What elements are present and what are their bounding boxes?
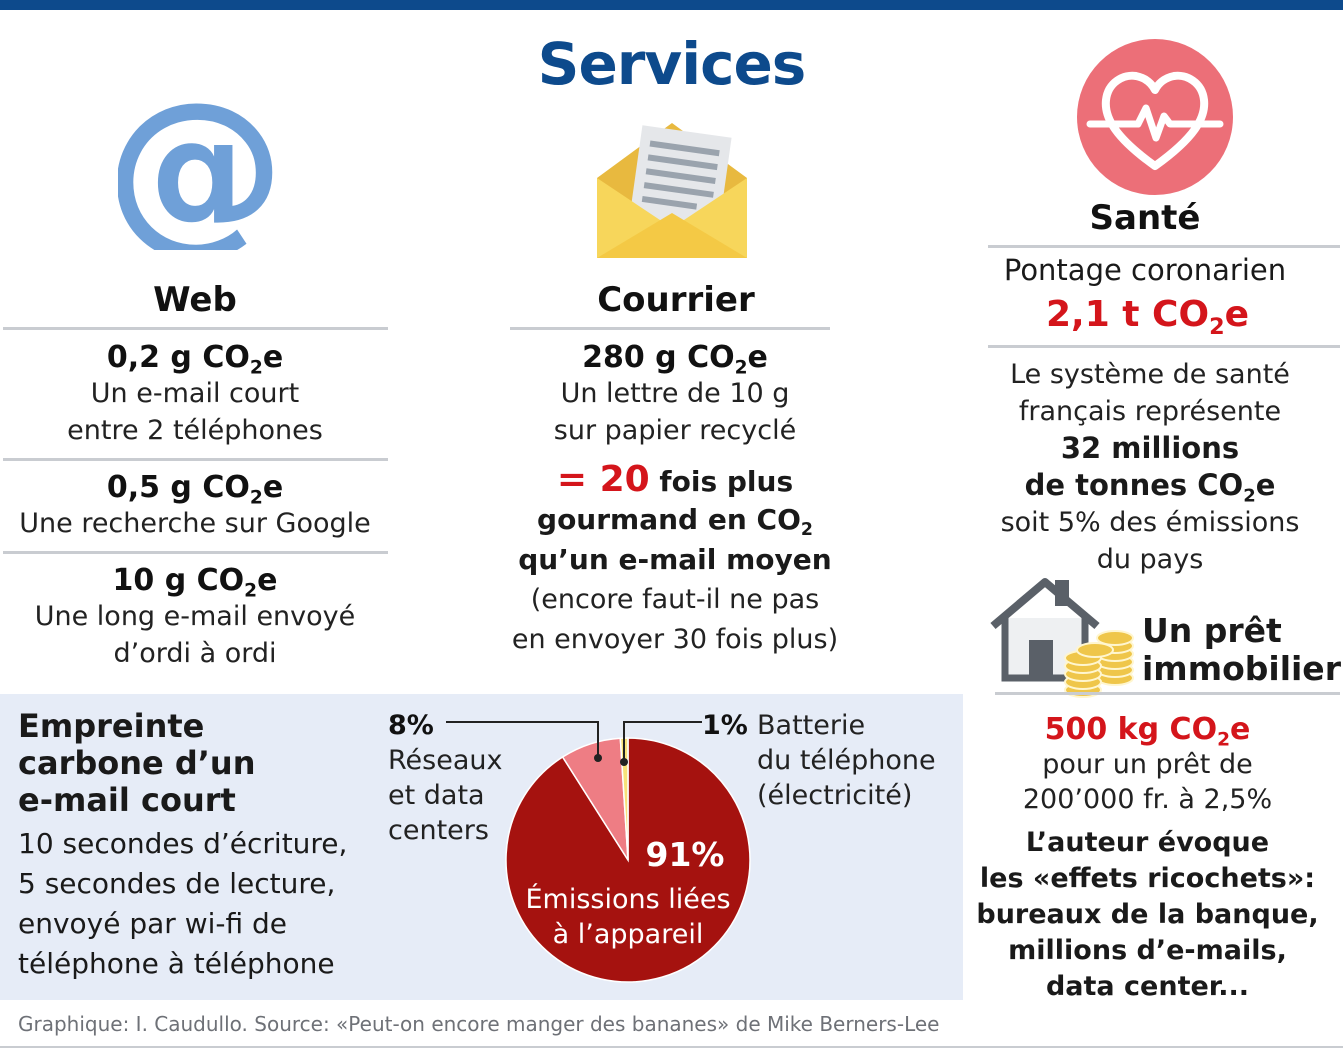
pret-bold-5: data center...	[1045, 971, 1250, 1002]
divider	[3, 458, 388, 461]
top-bar	[0, 0, 1343, 10]
pie-chart: 8% Réseaux et data centers 1% Batterie d…	[388, 710, 936, 983]
pret-line-1: pour un prêt de	[1042, 749, 1253, 780]
divider	[995, 692, 1340, 695]
at-sign-icon: @	[118, 95, 273, 250]
pie-label-battery-line-3: (électricité)	[757, 780, 912, 811]
courrier-line-2: sur papier recyclé	[553, 415, 797, 446]
divider	[3, 551, 388, 554]
web-item-3-line-1: Une long e-mail envoyé	[34, 601, 356, 632]
sante-block: Le système de santé français représente …	[975, 356, 1325, 578]
web-item-3: 10 g CO2e Une long e-mail envoyé d’ordi …	[0, 563, 390, 672]
pie-label-device-line-2: à l’appareil	[553, 919, 704, 950]
page-title: Services	[537, 30, 807, 98]
pret-bold-3: bureaux de la banque,	[976, 899, 1319, 930]
sante-heading: Santé	[1089, 198, 1201, 238]
pret-heading-line-2: immobilier	[1142, 649, 1341, 688]
empreinte-heading-1: Empreinte	[18, 707, 205, 745]
pie-label-network-line-1: Réseaux	[388, 745, 502, 776]
svg-text:@: @	[118, 95, 273, 250]
empreinte-line-3: envoyé par wi-fi de	[18, 907, 288, 940]
sante-line-1: Le système de santé	[1010, 359, 1290, 390]
pie-label-battery-percent: 1%	[702, 710, 748, 741]
pret-line-2: 200’000 fr. à 2,5%	[1022, 784, 1273, 815]
courrier-block: 280 g CO2e Un lettre de 10 g sur papier …	[480, 340, 870, 660]
house-coins-icon	[990, 578, 1134, 698]
courrier-bold-2: gourmand en CO2	[537, 503, 813, 541]
divider	[988, 345, 1340, 348]
pie-label-device-line-1: Émissions liées	[525, 883, 730, 915]
pie-leader-line-battery	[623, 721, 702, 762]
courrier-compare-number: = 20	[556, 459, 650, 500]
pret-value: 500 kg CO2e	[1044, 712, 1251, 751]
sante-bold-1: 32 millions	[1060, 431, 1240, 465]
courrier-heading: Courrier	[597, 280, 755, 320]
pie-label-network-percent: 8%	[388, 710, 434, 741]
divider	[988, 245, 1340, 248]
web-item-2-value: 0,5 g CO2e	[106, 470, 284, 509]
pie-label-battery-line-2: du téléphone	[757, 745, 936, 776]
sante-line-4: du pays	[1096, 544, 1204, 575]
empreinte-line-4: téléphone à téléphone	[18, 947, 335, 980]
courrier-bold-3: qu’un e-mail moyen	[518, 543, 832, 576]
courrier-compare: = 20 fois plus	[480, 459, 870, 500]
web-item-1-line-2: entre 2 téléphones	[67, 415, 323, 446]
pie-label-device-percent: 91%	[646, 835, 725, 874]
pie-label-network-line-3: centers	[388, 815, 489, 846]
courrier-line-1: Un lettre de 10 g	[560, 378, 790, 409]
sante-value: 2,1 t CO2e	[1045, 294, 1250, 340]
web-item-3-line-2: d’ordi à ordi	[113, 638, 277, 669]
web-item-1-line-1: Un e-mail court	[90, 378, 300, 409]
pret-bold-1: L’auteur évoque	[1025, 827, 1270, 858]
sante-line-2: français représente	[1018, 396, 1282, 427]
sante-bold-2: de tonnes CO2e	[1024, 468, 1276, 507]
heart-pulse-icon	[1077, 39, 1233, 195]
pie-leader-line-network	[446, 721, 599, 758]
empreinte-description: 10 secondes d’écriture, 5 secondes de le…	[18, 824, 347, 984]
divider	[510, 327, 830, 330]
pie-leader-dot-battery	[620, 758, 628, 766]
bottom-rule	[0, 1046, 1343, 1048]
pret-block: 500 kg CO2e pour un prêt de 200’000 fr. …	[970, 712, 1325, 1005]
pie-leader-dot-network	[594, 754, 602, 762]
courrier-compare-text: fois plus	[649, 465, 794, 498]
pie-label-battery-line-1: Batterie	[757, 710, 865, 741]
web-item-1-value: 0,2 g CO2e	[106, 340, 284, 379]
pie-label-network-line-2: et data	[388, 780, 485, 811]
empreinte-heading: Empreinte carbone d’un e-mail court	[18, 708, 255, 819]
pret-heading: Un prêt immobilier	[1142, 612, 1341, 688]
pret-bold-2: les «effets ricochets»:	[979, 863, 1316, 894]
courrier-value: 280 g CO2e	[582, 340, 768, 379]
web-heading: Web	[153, 280, 237, 320]
courrier-note-1: (encore faut-il ne pas	[530, 584, 820, 615]
sante-subheading: Pontage coronarien	[1003, 253, 1287, 287]
web-item-1: 0,2 g CO2e Un e-mail court entre 2 télép…	[0, 340, 390, 449]
sante-line-3: soit 5% des émissions	[1000, 507, 1300, 538]
web-item-2: 0,5 g CO2e Une recherche sur Google	[0, 470, 390, 542]
empreinte-line-1: 10 secondes d’écriture,	[18, 827, 348, 860]
source-credit: Graphique: I. Caudullo. Source: «Peut-on…	[18, 1012, 940, 1036]
empreinte-heading-3: e-mail court	[18, 781, 236, 819]
empreinte-line-2: 5 secondes de lecture,	[18, 867, 336, 900]
envelope-letter-icon	[597, 123, 747, 258]
pret-heading-line-1: Un prêt	[1142, 611, 1282, 650]
empreinte-heading-2: carbone d’un	[18, 744, 256, 782]
web-item-2-line-1: Une recherche sur Google	[19, 508, 371, 539]
courrier-note-2: en envoyer 30 fois plus)	[511, 624, 839, 655]
divider	[3, 327, 388, 330]
empreinte-panel	[0, 694, 963, 1000]
pret-bold-4: millions d’e-mails,	[1008, 935, 1287, 966]
web-item-3-value: 10 g CO2e	[112, 563, 278, 602]
